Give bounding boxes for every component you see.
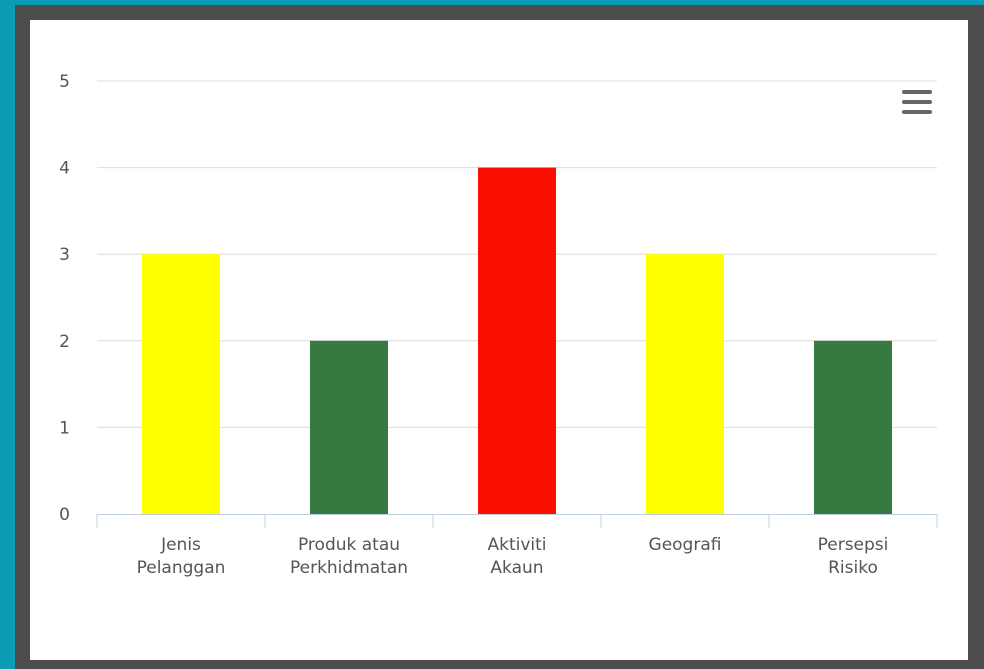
menu-bar (902, 100, 932, 104)
menu-bar (902, 110, 932, 114)
x-tick-label-line: Persepsi (818, 535, 889, 555)
x-tick-label: Jenis Pelanggan (137, 535, 226, 578)
y-tick-label: 4 (59, 159, 70, 179)
x-tick-label-line: Pelanggan (137, 558, 226, 578)
menu-button[interactable] (902, 90, 932, 114)
bar (478, 167, 556, 514)
y-tick-label: 3 (59, 245, 70, 265)
top-edge (0, 0, 984, 5)
menu-bar (902, 90, 932, 94)
x-tick-label-line: Risiko (828, 558, 878, 578)
y-tick-label: 1 (59, 418, 70, 438)
y-tick-label: 2 (59, 332, 70, 352)
bar (142, 254, 220, 514)
left-edge (0, 0, 15, 669)
x-tick-label: Produk atau Perkhidmatan (290, 535, 408, 578)
x-tick-label-line: Aktiviti (487, 535, 546, 555)
y-tick-label: 0 (59, 505, 70, 525)
bar (646, 254, 724, 514)
x-tick-label-line: Jenis (160, 535, 201, 555)
x-tick-label: Aktiviti Akaun (487, 535, 546, 578)
bar (310, 340, 388, 514)
y-tick-label: 5 (59, 72, 70, 92)
x-tick-label-line: Perkhidmatan (290, 558, 408, 578)
x-tick-label-line: Produk atau (298, 535, 400, 555)
x-tick-label-line: Geografi (649, 535, 722, 555)
x-tick-label: Geografi (649, 535, 722, 555)
bar (814, 340, 892, 514)
x-tick-label-line: Akaun (490, 558, 543, 578)
x-tick-label: Persepsi Risiko (818, 535, 889, 578)
